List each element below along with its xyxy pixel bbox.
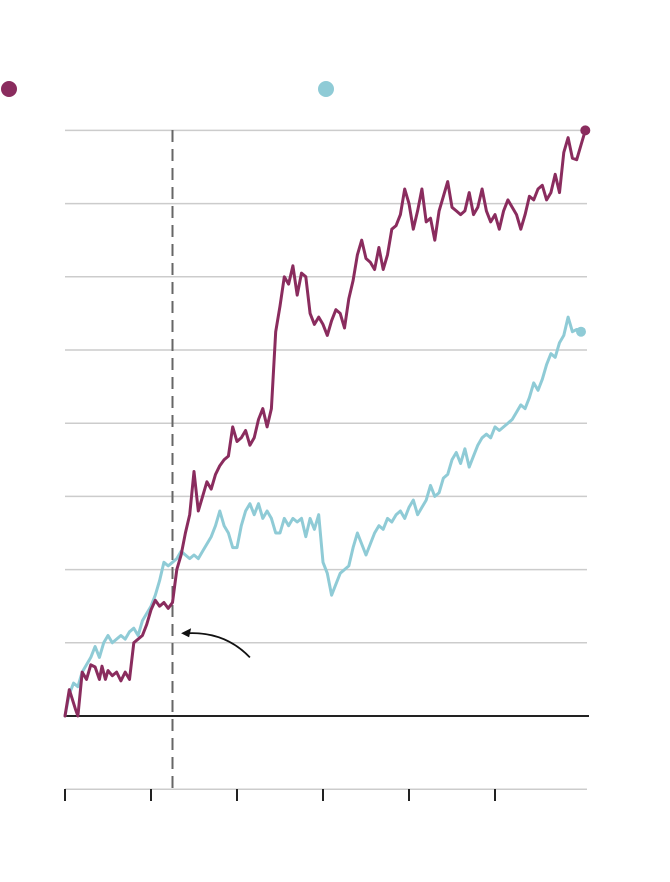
series-line-2 [63,315,583,718]
legend-swatch-1 [1,81,17,97]
annotation-group [181,628,251,659]
legend [1,81,334,97]
endpoint-markers [576,125,591,337]
gridlines [65,129,589,790]
series-lines [63,128,587,718]
series-endpoint-marker-2 [576,326,586,337]
annotation-arrowhead [181,628,192,638]
x-axis-ticks [64,789,496,801]
series-endpoint-marker-1 [580,125,591,136]
series-line-1 [63,128,587,718]
legend-swatch-2 [318,81,334,97]
annotation-arrow [187,632,251,659]
